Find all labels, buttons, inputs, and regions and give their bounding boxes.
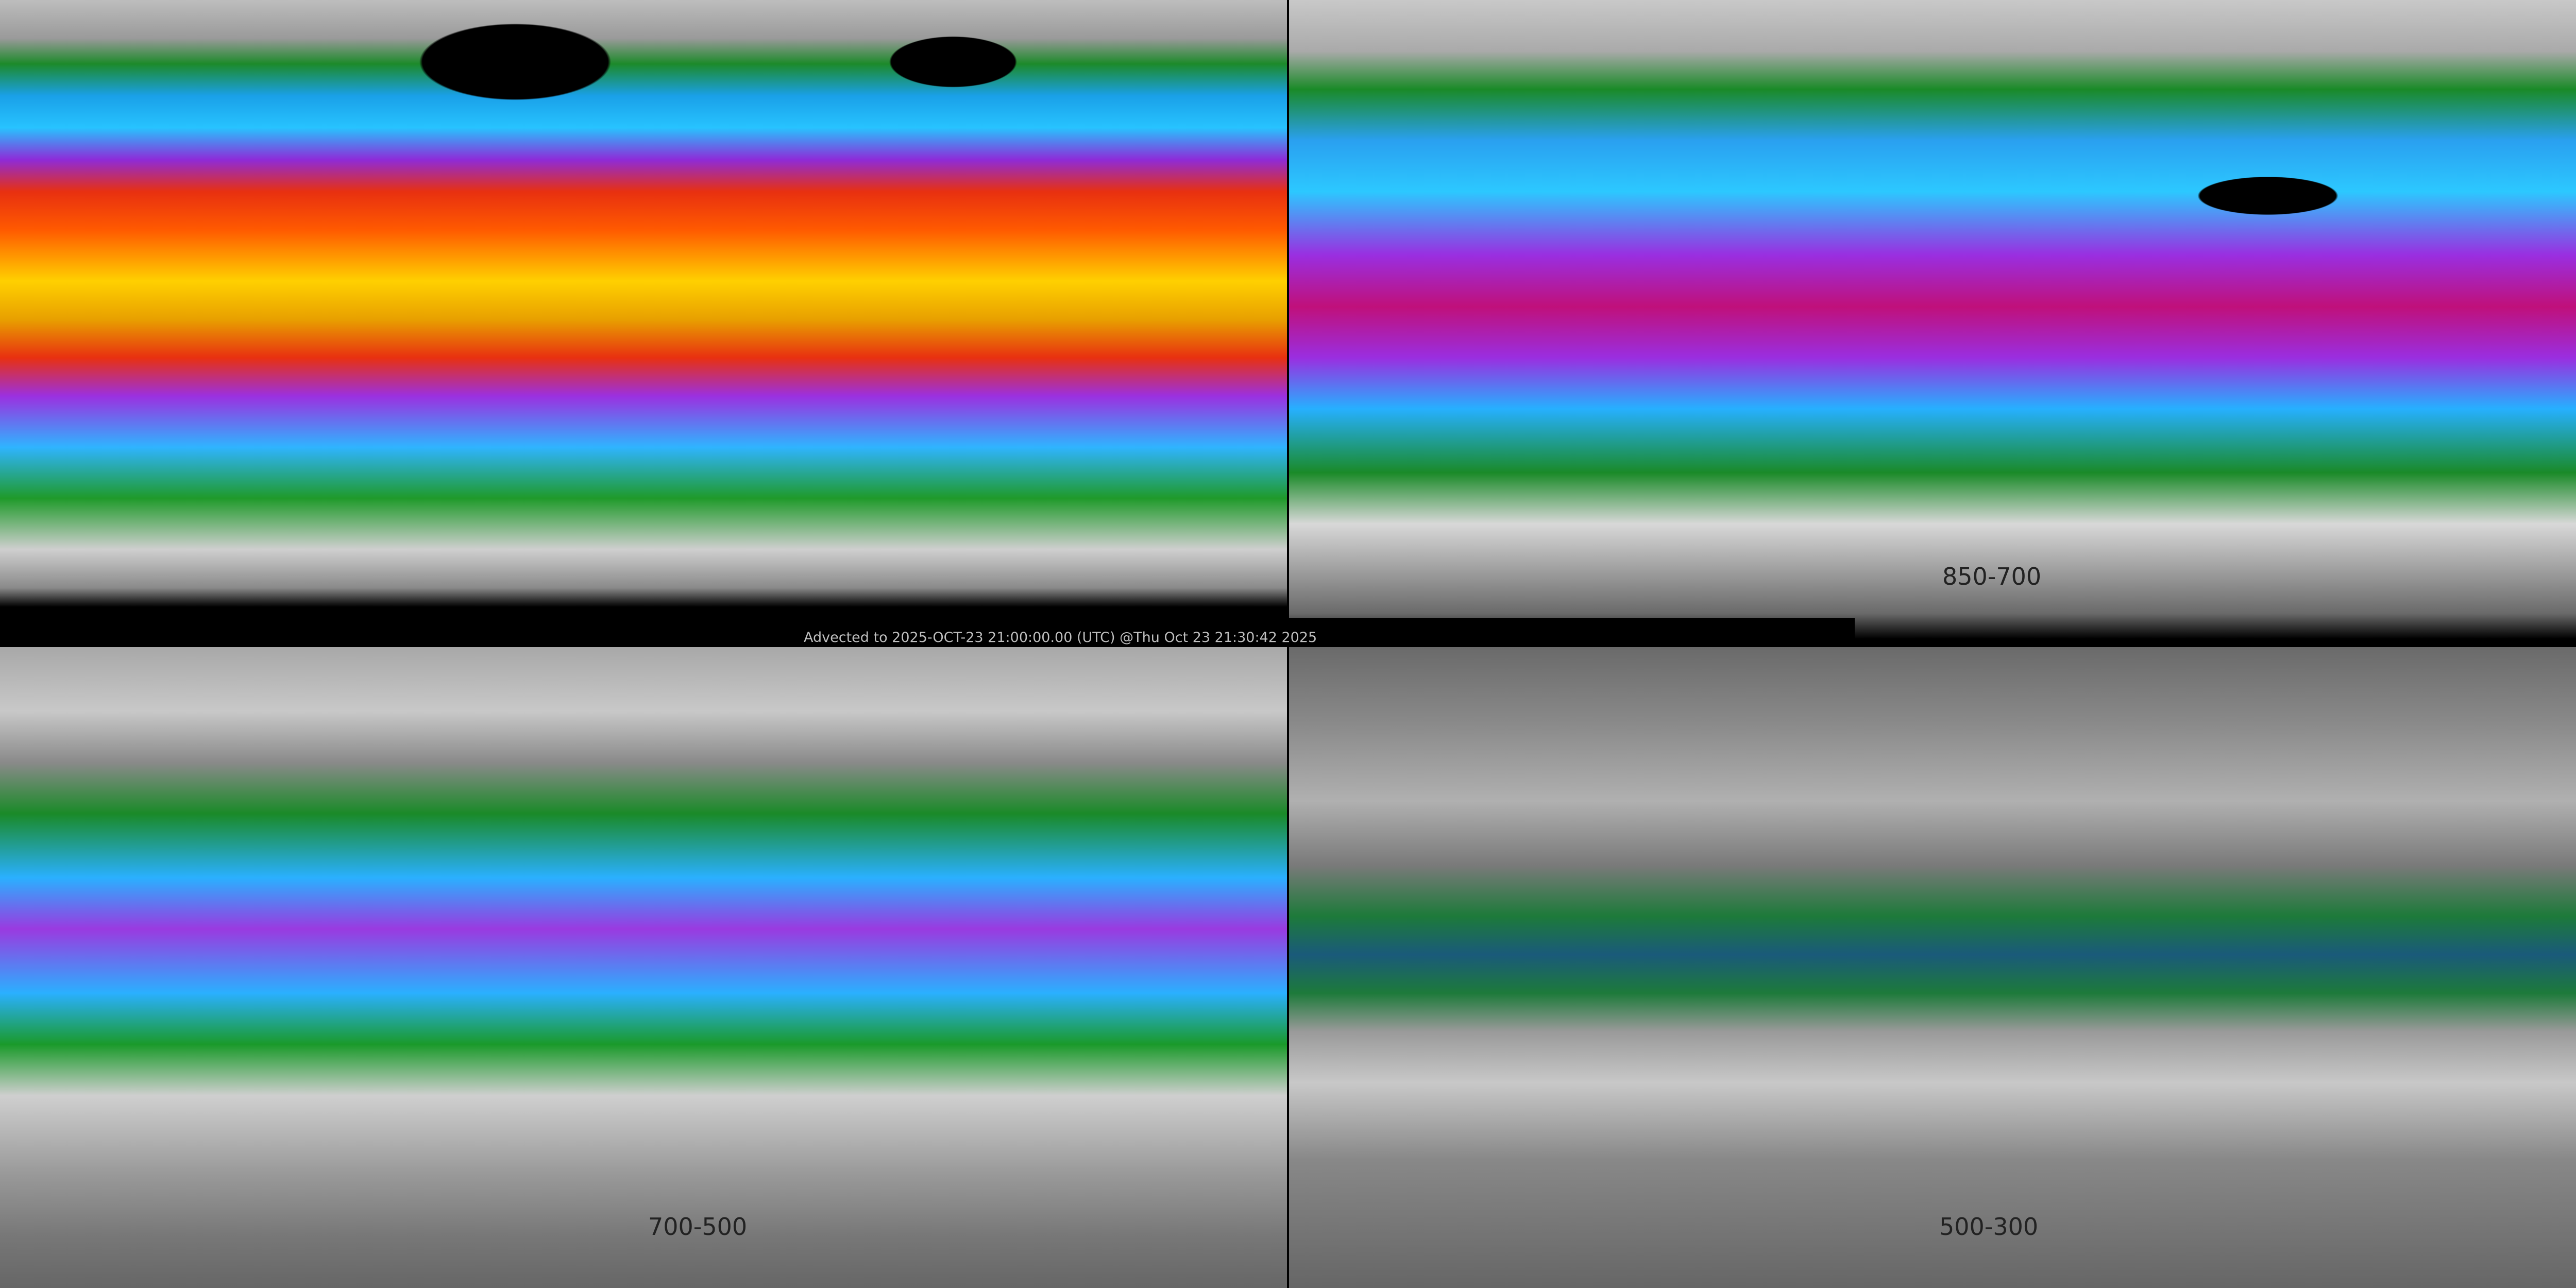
layer-label: 850-700 <box>1942 563 2042 590</box>
map-panel-lowest-layer <box>0 0 1287 639</box>
timestamp-bar <box>0 618 1855 647</box>
layer-label: 700-500 <box>648 1213 748 1241</box>
map-panel-850-700: 850-700 <box>1289 0 2576 639</box>
advection-timestamp: Advected to 2025-OCT-23 21:00:00.00 (UTC… <box>804 630 1317 646</box>
layer-label: 500-300 <box>1939 1213 2039 1241</box>
map-panel-700-500: 700-500 <box>0 647 1287 1288</box>
map-panel-500-300: 500-300 <box>1289 647 2576 1288</box>
